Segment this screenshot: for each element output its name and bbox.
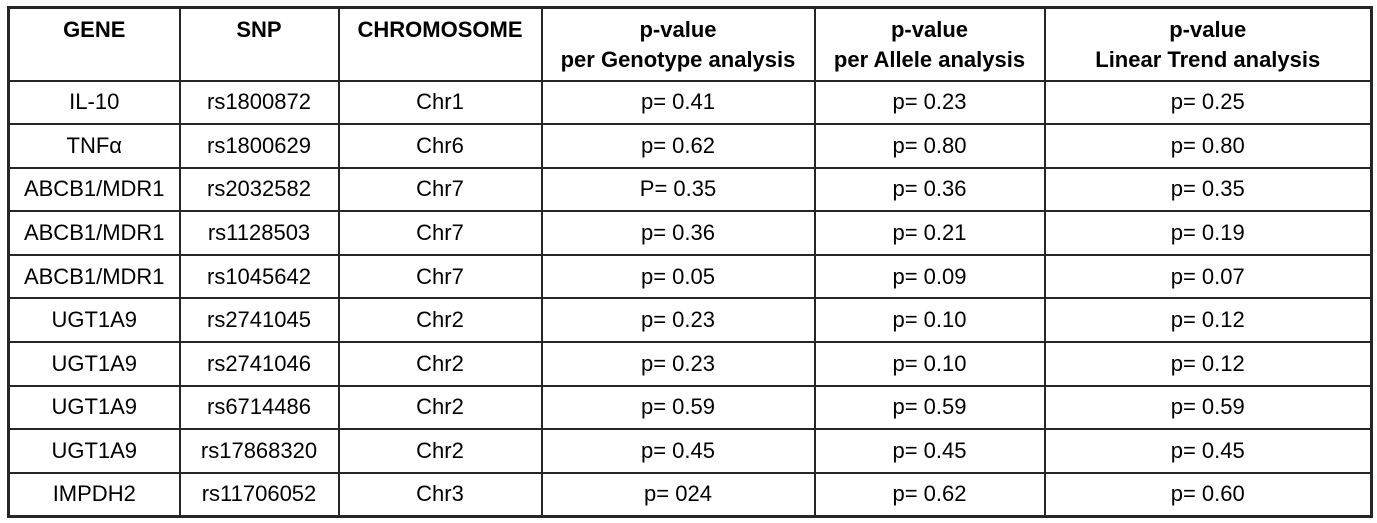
pvalue-genotype-cell: p= 0.59 [540,384,816,431]
snp-cell: rs11706052 [178,471,340,518]
pvalue-linear-trend-cell: p= 0.35 [1043,166,1373,213]
gene-cell: UGT1A9 [7,297,181,344]
pvalue-genotype-cell: p= 0.36 [540,210,816,256]
pvalue-linear-trend-cell: p= 0.25 [1043,79,1373,126]
header-row: GENE SNP CHROMOSOME p-value per Genotype … [7,6,1373,82]
header-label: SNP [236,17,282,42]
table-row: ABCB1/MDR1 rs1128503 Chr7 p= 0.36 p= 0.2… [7,210,1373,256]
table-row: ABCB1/MDR1 rs2032582 Chr7 P= 0.35 p= 0.3… [7,166,1373,213]
table-row: ABCB1/MDR1 rs1045642 Chr7 p= 0.05 p= 0.0… [7,253,1373,300]
chromosome-cell: Chr6 [337,123,543,169]
chromosome-cell: Chr2 [337,297,543,344]
column-header-snp: SNP [178,6,340,82]
snp-cell: rs2741046 [178,341,340,387]
pvalue-allele-cell: p= 0.80 [813,123,1046,169]
table-row: TNFα rs1800629 Chr6 p= 0.62 p= 0.80 p= 0… [7,123,1373,169]
chromosome-cell: Chr7 [337,166,543,213]
chromosome-cell: Chr2 [337,341,543,387]
gene-cell: UGT1A9 [7,428,181,474]
pvalue-linear-trend-cell: p= 0.12 [1043,341,1373,387]
pvalue-allele-cell: p= 0.10 [813,341,1046,387]
chromosome-cell: Chr3 [337,471,543,518]
snp-cell: rs2032582 [178,166,340,213]
pvalue-linear-trend-cell: p= 0.19 [1043,210,1373,256]
table-row: UGT1A9 rs2741045 Chr2 p= 0.23 p= 0.10 p=… [7,297,1373,344]
chromosome-cell: Chr2 [337,428,543,474]
header-label: p-value [1169,17,1247,42]
pvalue-allele-cell: p= 0.09 [813,253,1046,300]
gene-cell: IL-10 [7,79,181,126]
snp-cell: rs17868320 [178,428,340,474]
column-header-pvalue-allele: p-value per Allele analysis [813,6,1046,82]
chromosome-cell: Chr7 [337,253,543,300]
header-label: p-value [639,17,717,42]
table-row: IMPDH2 rs11706052 Chr3 p= 024 p= 0.62 p=… [7,471,1373,518]
gene-cell: UGT1A9 [7,341,181,387]
column-header-gene: GENE [7,6,181,82]
table-row: UGT1A9 rs2741046 Chr2 p= 0.23 p= 0.10 p=… [7,341,1373,387]
pvalue-genotype-cell: p= 024 [540,471,816,518]
pvalue-linear-trend-cell: p= 0.59 [1043,384,1373,431]
table-header: GENE SNP CHROMOSOME p-value per Genotype … [7,6,1373,82]
table-row: UGT1A9 rs17868320 Chr2 p= 0.45 p= 0.45 p… [7,428,1373,474]
snp-cell: rs1800629 [178,123,340,169]
pvalue-linear-trend-cell: p= 0.45 [1043,428,1373,474]
pvalue-allele-cell: p= 0.62 [813,471,1046,518]
gene-cell: ABCB1/MDR1 [7,210,181,256]
pvalue-linear-trend-cell: p= 0.60 [1043,471,1373,518]
pvalue-allele-cell: p= 0.36 [813,166,1046,213]
header-sublabel: per Genotype analysis [560,46,796,72]
gene-cell: ABCB1/MDR1 [7,166,181,213]
pvalue-linear-trend-cell: p= 0.80 [1043,123,1373,169]
pvalue-linear-trend-cell: p= 0.12 [1043,297,1373,344]
header-sublabel: Linear Trend analysis [1095,46,1321,72]
chromosome-cell: Chr7 [337,210,543,256]
column-header-pvalue-genotype: p-value per Genotype analysis [540,6,816,82]
gene-cell: TNFα [7,123,181,169]
header-label: p-value [890,17,969,42]
snp-cell: rs2741045 [178,297,340,344]
table-body: IL-10 rs1800872 Chr1 p= 0.41 p= 0.23 p= … [7,79,1373,518]
pvalue-genotype-cell: p= 0.45 [540,428,816,474]
chromosome-cell: Chr2 [337,384,543,431]
pvalue-allele-cell: p= 0.21 [813,210,1046,256]
gene-cell: UGT1A9 [7,384,181,431]
pvalue-allele-cell: p= 0.45 [813,428,1046,474]
header-sublabel: per Allele analysis [833,46,1026,72]
chromosome-cell: Chr1 [337,79,543,126]
snp-pvalue-table: GENE SNP CHROMOSOME p-value per Genotype … [7,6,1373,518]
pvalue-allele-cell: p= 0.59 [813,384,1046,431]
pvalue-genotype-cell: p= 0.62 [540,123,816,169]
table-row: IL-10 rs1800872 Chr1 p= 0.41 p= 0.23 p= … [7,79,1373,126]
header-label: CHROMOSOME [357,17,523,42]
snp-cell: rs1128503 [178,210,340,256]
pvalue-genotype-cell: P= 0.35 [540,166,816,213]
pvalue-genotype-cell: p= 0.41 [540,79,816,126]
snp-cell: rs1800872 [178,79,340,126]
snp-cell: rs1045642 [178,253,340,300]
pvalue-genotype-cell: p= 0.23 [540,297,816,344]
pvalue-linear-trend-cell: p= 0.07 [1043,253,1373,300]
pvalue-genotype-cell: p= 0.23 [540,341,816,387]
column-header-chromosome: CHROMOSOME [337,6,543,82]
snp-cell: rs6714486 [178,384,340,431]
pvalue-genotype-cell: p= 0.05 [540,253,816,300]
gene-cell: IMPDH2 [7,471,181,518]
header-label: GENE [63,17,126,42]
table-row: UGT1A9 rs6714486 Chr2 p= 0.59 p= 0.59 p=… [7,384,1373,431]
pvalue-allele-cell: p= 0.10 [813,297,1046,344]
column-header-pvalue-linear-trend: p-value Linear Trend analysis [1043,6,1373,82]
gene-cell: ABCB1/MDR1 [7,253,181,300]
pvalue-allele-cell: p= 0.23 [813,79,1046,126]
